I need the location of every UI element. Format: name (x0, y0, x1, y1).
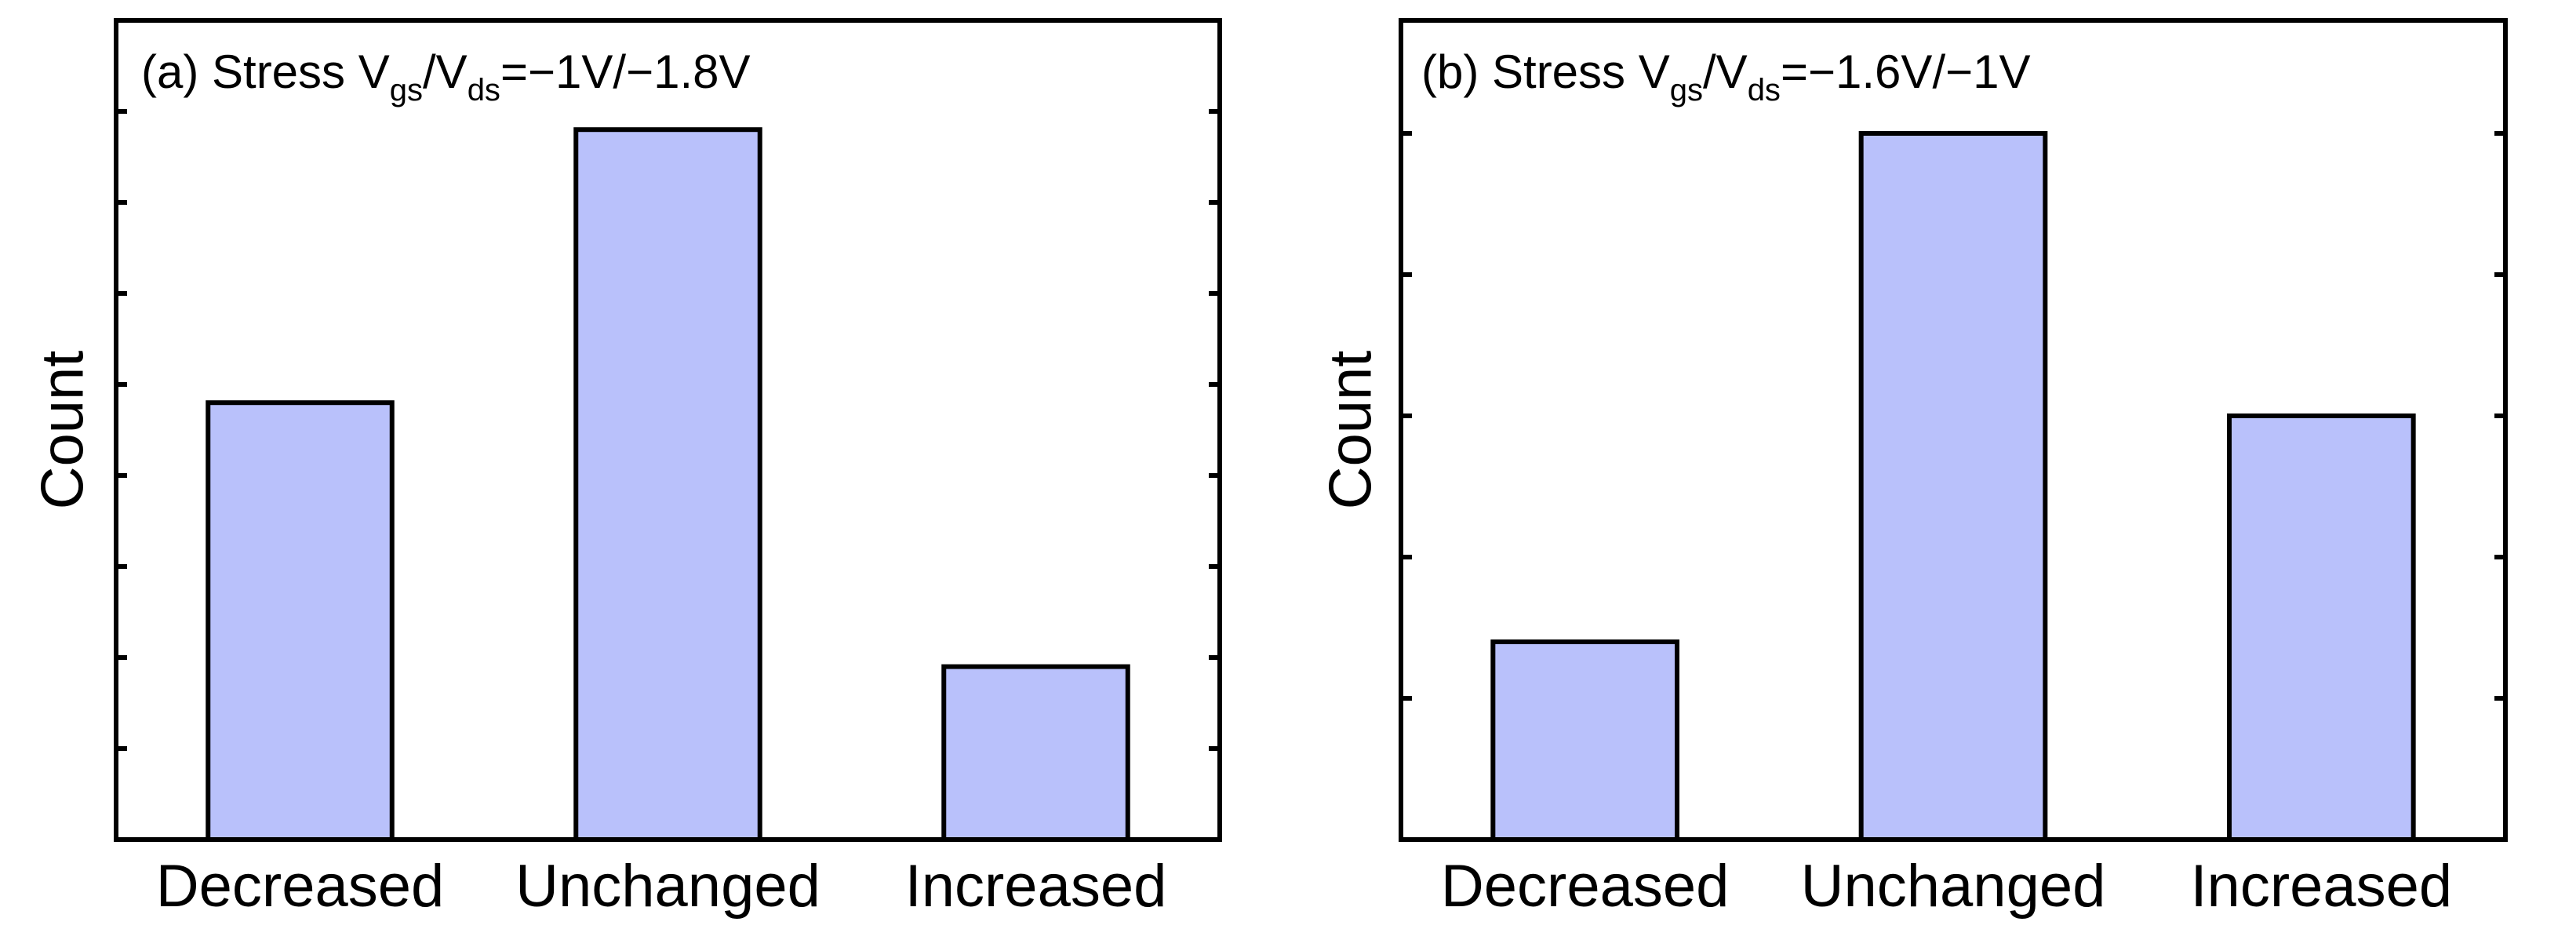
title-a-sub-gs: gs (390, 73, 423, 107)
panel-b: (b) Stress Vgs/Vds=−1.6V/−1V Count Decre… (1318, 18, 2508, 920)
title-a-sub-ds: ds (468, 73, 500, 107)
title-b-suffix: =−1.6V/−1V (1781, 46, 2031, 98)
bar-group-b (1490, 131, 2416, 842)
plot-frame-b (1399, 18, 2508, 842)
x-tick-label-increased: Increased (2190, 853, 2452, 920)
x-tick-labels-a: Decreased Unchanged Increased (156, 853, 1167, 920)
title-b-sub-ds: ds (1748, 73, 1781, 107)
bar-a-decreased (206, 400, 395, 842)
title-a-prefix: (a) Stress V (141, 46, 390, 98)
x-tick-label-increased: Increased (905, 853, 1167, 920)
plot-frame-a (114, 18, 1222, 842)
y-axis-label-b: Count (1318, 351, 1384, 510)
bar-a-unchanged (573, 127, 762, 842)
x-tick-label-decreased: Decreased (1441, 853, 1730, 920)
bar-b-increased (2227, 413, 2416, 842)
x-tick-label-unchanged: Unchanged (1801, 853, 2106, 920)
x-tick-labels-b: Decreased Unchanged Increased (1441, 853, 2452, 920)
bar-b-unchanged (1858, 131, 2048, 842)
chart-title-a: (a) Stress Vgs/Vds=−1V/−1.8V (141, 46, 751, 107)
bar-b-decreased (1490, 639, 1680, 842)
x-tick-label-decreased: Decreased (156, 853, 445, 920)
title-b-mid: /V (1703, 46, 1748, 98)
panel-a: (a) Stress Vgs/Vds=−1V/−1.8V Count Decre… (30, 18, 1222, 920)
title-a-suffix: =−1V/−1.8V (500, 46, 751, 98)
title-a-mid: /V (423, 46, 468, 98)
y-axis-label-a: Count (30, 351, 96, 510)
bar-a-increased (941, 664, 1130, 842)
title-b-sub-gs: gs (1670, 73, 1703, 107)
bar-group-a (206, 127, 1130, 842)
title-b-prefix: (b) Stress V (1421, 46, 1670, 98)
x-tick-label-unchanged: Unchanged (515, 853, 820, 920)
chart-title-b: (b) Stress Vgs/Vds=−1.6V/−1V (1421, 46, 2031, 107)
